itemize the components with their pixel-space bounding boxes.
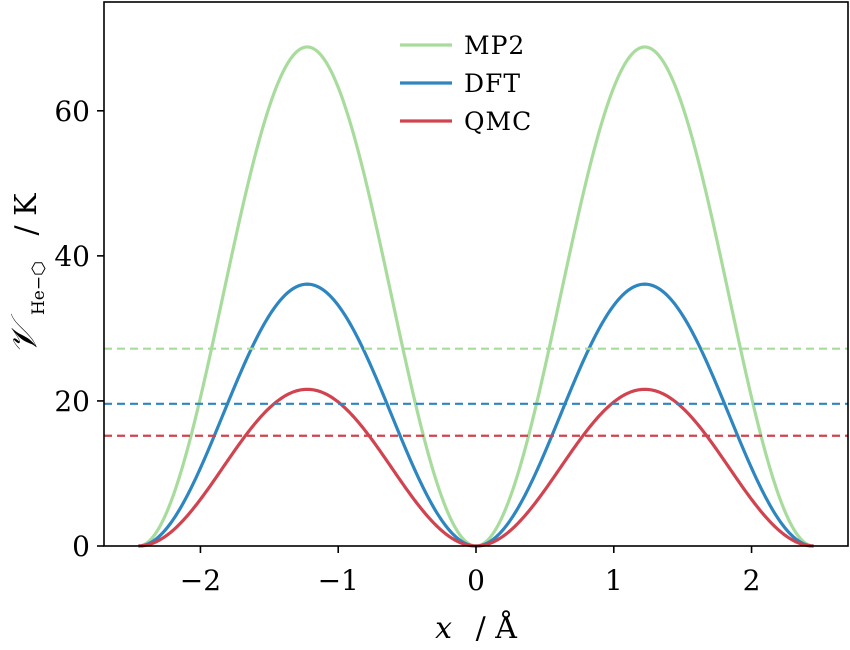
- y-tick-label: 0: [72, 530, 90, 563]
- x-tick-label: −2: [180, 564, 221, 597]
- x-tick-label: −1: [318, 564, 359, 597]
- x-tick-label: 0: [467, 564, 485, 597]
- x-tick-label: 1: [605, 564, 623, 597]
- y-axis-ticks: 0 20 40 60: [54, 95, 104, 563]
- y-tick-label: 60: [54, 95, 90, 128]
- mean-lines: [104, 347, 848, 437]
- series-line-dft: [138, 282, 814, 548]
- legend: MP2 DFT QMC: [400, 31, 532, 136]
- legend-label-mp2: MP2: [464, 31, 525, 60]
- x-axis-variable: x: [435, 611, 452, 646]
- legend-label-qmc: QMC: [464, 107, 532, 136]
- y-axis-subscript: He−⬡: [29, 261, 49, 315]
- y-tick-label: 20: [54, 385, 90, 418]
- x-axis-ticks: −2 −1 0 1 2: [180, 546, 761, 597]
- y-tick-label: 40: [54, 240, 90, 273]
- x-axis-label: x / Å: [435, 610, 517, 646]
- x-tick-label: 2: [743, 564, 761, 597]
- y-axis-unit: / K: [9, 193, 44, 236]
- legend-label-dft: DFT: [464, 69, 521, 98]
- y-axis-symbol: 𝒱: [4, 314, 45, 355]
- y-axis-label: 𝒱 He−⬡ / K: [4, 193, 52, 355]
- x-axis-unit: / Å: [476, 610, 518, 646]
- svg-text:𝒱 He−⬡ / K: 𝒱 He−⬡ / K: [4, 193, 52, 355]
- series-line-qmc: [138, 387, 814, 548]
